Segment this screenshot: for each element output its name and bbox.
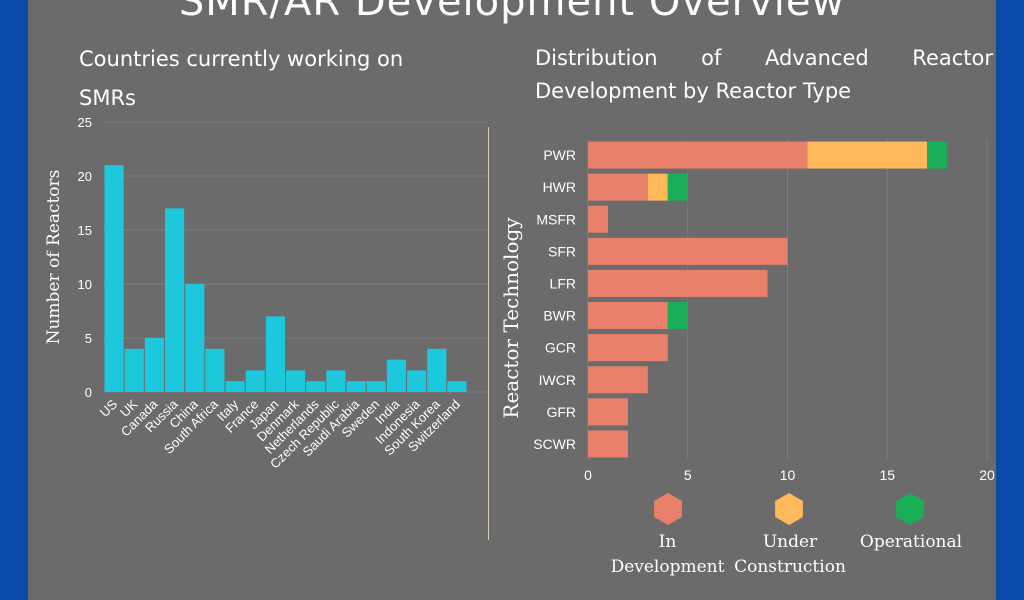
right-bar-segment xyxy=(667,302,688,330)
right-y-tick-label: GCR xyxy=(545,340,576,356)
right-y-axis-label: Reactor Technology xyxy=(499,217,523,419)
left-bar xyxy=(306,381,326,392)
chart-divider xyxy=(488,127,489,540)
left-bar xyxy=(447,381,467,392)
left-chart-title: Countries currently working on SMRs xyxy=(79,47,404,110)
left-bar xyxy=(366,381,386,392)
right-bar-segment xyxy=(588,205,608,233)
right-chart-title: Distribution of Advanced Reactor Developm… xyxy=(535,42,993,108)
right-bar-segment xyxy=(588,141,808,169)
left-bar xyxy=(386,359,406,392)
left-bar xyxy=(185,284,205,392)
left-bar xyxy=(205,348,225,392)
right-y-tick-label: PWR xyxy=(543,147,576,163)
right-y-tick-label: BWR xyxy=(543,308,576,324)
right-y-tick-label: SCWR xyxy=(533,436,576,452)
left-bar xyxy=(165,208,185,392)
right-bar-segment xyxy=(588,366,648,394)
left-bar xyxy=(245,370,265,392)
left-bar xyxy=(407,370,427,392)
left-bar xyxy=(124,348,144,392)
left-bar xyxy=(225,381,245,392)
right-y-tick-label: IWCR xyxy=(539,372,576,388)
right-y-tick-label: MSFR xyxy=(536,211,576,227)
left-bar xyxy=(427,348,447,392)
right-y-tick-label: LFR xyxy=(550,275,576,291)
left-bar xyxy=(326,370,346,392)
right-chart-title-line2: Development by Reactor Type xyxy=(535,79,852,103)
left-bar xyxy=(265,316,285,392)
legend-label-under-line2: Construction xyxy=(734,557,846,577)
left-y-axis-label: Number of Reactors xyxy=(44,170,64,345)
legend-hexagon-under-construction xyxy=(775,493,803,525)
right-bar-segment xyxy=(588,237,788,265)
left-y-tick-label: 20 xyxy=(78,169,92,184)
left-y-tick-label: 25 xyxy=(78,115,92,130)
left-bar xyxy=(144,338,164,392)
legend-label-in-development: In Development xyxy=(610,532,725,577)
left-bar xyxy=(104,165,124,392)
right-bar-segment xyxy=(588,302,668,330)
right-x-tick-label: 20 xyxy=(979,467,995,483)
legend-label-under-line1: Under xyxy=(762,532,818,552)
legend-label-under-construction: Under Construction xyxy=(725,530,855,580)
right-bar-segment xyxy=(927,141,948,169)
right-x-tick-label: 0 xyxy=(584,467,592,483)
legend-hexagon-in-development xyxy=(654,493,682,525)
right-bar-segment xyxy=(588,398,628,426)
right-bar-segment xyxy=(588,334,668,362)
left-bar xyxy=(346,381,366,392)
right-bar-segment xyxy=(588,269,768,297)
right-bar-segment xyxy=(647,173,668,201)
left-y-tick-label: 10 xyxy=(78,277,92,292)
page-title: SMR/AR Development Overview xyxy=(178,0,846,25)
right-bar-segment xyxy=(667,173,688,201)
right-y-tick-label: HWR xyxy=(543,179,576,195)
right-bar-segment xyxy=(588,173,648,201)
left-y-tick-label: 0 xyxy=(85,385,92,400)
right-bar-segment xyxy=(807,141,928,169)
left-bar xyxy=(286,370,306,392)
right-chart-title-line1: Distribution of Advanced Reactor xyxy=(535,46,993,70)
left-y-tick-label: 5 xyxy=(85,331,92,346)
right-bar-segment xyxy=(588,430,628,458)
right-x-tick-label: 5 xyxy=(684,467,692,483)
right-x-tick-label: 10 xyxy=(780,467,796,483)
right-x-tick-label: 15 xyxy=(879,467,895,483)
legend-hexagon-operational xyxy=(896,493,924,525)
right-y-tick-label: GFR xyxy=(546,404,576,420)
right-y-tick-label: SFR xyxy=(548,243,576,259)
left-y-tick-label: 15 xyxy=(78,223,92,238)
legend-label-operational: Operational xyxy=(859,532,963,552)
